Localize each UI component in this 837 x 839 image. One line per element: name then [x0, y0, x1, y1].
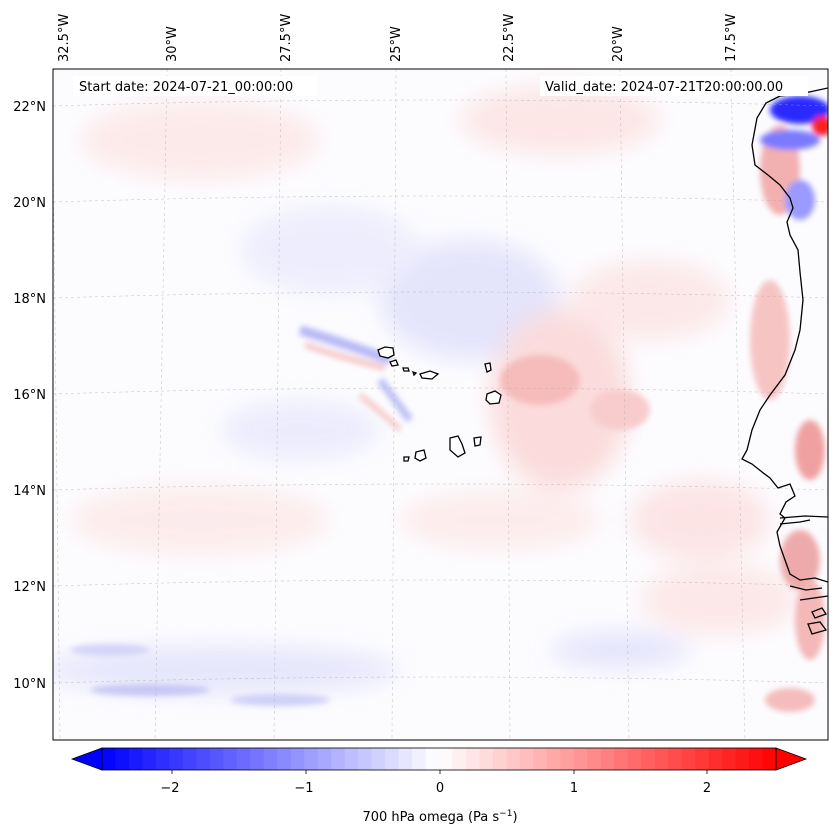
colorbar-segment	[317, 748, 332, 770]
colorbar-tick-1: 1	[570, 781, 578, 796]
colorbar-segment	[223, 748, 238, 770]
start-date-text: Start date: 2024-07-21_00:00:00	[79, 80, 293, 95]
map-frame	[52, 68, 829, 741]
colorbar-segment	[412, 748, 427, 770]
lon-label-27-5w: 27.5°W	[279, 14, 294, 62]
latitude-labels: 22°N 20°N 18°N 16°N 14°N 12°N 10°N	[13, 100, 46, 692]
colorbar-segment	[304, 748, 319, 770]
coastline	[741, 87, 828, 635]
colorbar-tick-2: 2	[703, 781, 711, 796]
colorbar-segment	[128, 748, 143, 770]
colorbar-segment	[695, 748, 710, 770]
colorbar-segment	[587, 748, 602, 770]
colorbar-label: 700 hPa omega (Pa s−1)	[362, 809, 517, 825]
lat-label-16n: 16°N	[13, 388, 46, 403]
colorbar-segment	[519, 748, 534, 770]
colorbar-segment	[182, 748, 197, 770]
colorbar-segment	[762, 748, 777, 770]
colorbar-label-exponent: −1	[499, 809, 512, 819]
lat-label-12n: 12°N	[13, 580, 46, 595]
colorbar-segment	[573, 748, 588, 770]
colorbar-frame	[101, 747, 777, 771]
colorbar-segment	[425, 748, 440, 770]
colorbar-segment	[641, 748, 656, 770]
colorbar-segment	[250, 748, 265, 770]
colorbar: −2 −1 0 1 2 700 hPa omega (Pa s−1)	[70, 747, 808, 825]
lon-label-25w: 25°W	[389, 26, 404, 62]
colorbar-segment	[331, 748, 346, 770]
colorbar-segments	[102, 748, 777, 770]
longitude-labels: 32.5°W 30°W 27.5°W 25°W 22.5°W 20°W 17.5…	[57, 14, 739, 62]
colorbar-segment	[465, 748, 480, 770]
cape-verde-islands	[377, 346, 502, 462]
colorbar-segment	[452, 748, 467, 770]
colorbar-ticks	[171, 770, 708, 774]
valid-date-text: Valid_date: 2024-07-21T20:00:00.00	[545, 80, 783, 95]
lon-label-17-5w: 17.5°W	[724, 14, 739, 62]
colorbar-segment	[708, 748, 723, 770]
colorbar-segment	[385, 748, 400, 770]
colorbar-segment	[115, 748, 130, 770]
lon-label-20w: 20°W	[611, 26, 626, 62]
colorbar-segment	[479, 748, 494, 770]
lat-label-18n: 18°N	[13, 292, 46, 307]
colorbar-segment	[290, 748, 305, 770]
colorbar-segment	[654, 748, 669, 770]
colorbar-segment	[600, 748, 615, 770]
colorbar-segment	[398, 748, 413, 770]
colorbar-segment	[614, 748, 629, 770]
colorbar-segment	[668, 748, 683, 770]
colorbar-segment	[263, 748, 278, 770]
colorbar-segment	[155, 748, 170, 770]
colorbar-segment	[371, 748, 386, 770]
colorbar-tick-minus-1: −1	[294, 781, 313, 796]
colorbar-segment	[102, 748, 116, 770]
colorbar-segment	[560, 748, 575, 770]
colorbar-segment	[142, 748, 157, 770]
lat-label-14n: 14°N	[13, 484, 46, 499]
colorbar-segment	[627, 748, 642, 770]
colorbar-tick-minus-2: −2	[160, 781, 179, 796]
colorbar-segment	[722, 748, 737, 770]
colorbar-max-extension	[775, 747, 808, 771]
colorbar-segment	[209, 748, 224, 770]
colorbar-segment	[506, 748, 521, 770]
lat-label-10n: 10°N	[13, 677, 46, 692]
colorbar-label-main: 700 hPa omega (Pa s	[362, 810, 499, 825]
omega-field	[53, 69, 828, 740]
colorbar-segment	[236, 748, 251, 770]
colorbar-tick-0: 0	[436, 781, 444, 796]
lat-label-22n: 22°N	[13, 100, 46, 115]
start-date-box	[73, 76, 318, 96]
colorbar-segment	[277, 748, 292, 770]
lat-label-20n: 20°N	[13, 196, 46, 211]
colorbar-segment	[735, 748, 750, 770]
colorbar-segment	[358, 748, 373, 770]
colorbar-segment	[749, 748, 764, 770]
colorbar-label-close: )	[512, 810, 517, 825]
colorbar-segment	[546, 748, 561, 770]
colorbar-segment	[439, 748, 453, 770]
graticule	[53, 69, 828, 740]
colorbar-segment	[492, 748, 507, 770]
lon-label-30w: 30°W	[165, 26, 180, 62]
colorbar-segment	[196, 748, 211, 770]
lon-label-32-5w: 32.5°W	[57, 14, 72, 62]
colorbar-segment	[169, 748, 184, 770]
colorbar-min-extension	[70, 747, 103, 771]
colorbar-segment	[681, 748, 696, 770]
valid-date-box	[540, 76, 808, 96]
lon-label-22-5w: 22.5°W	[502, 14, 517, 62]
colorbar-segment	[344, 748, 359, 770]
colorbar-segment	[533, 748, 548, 770]
